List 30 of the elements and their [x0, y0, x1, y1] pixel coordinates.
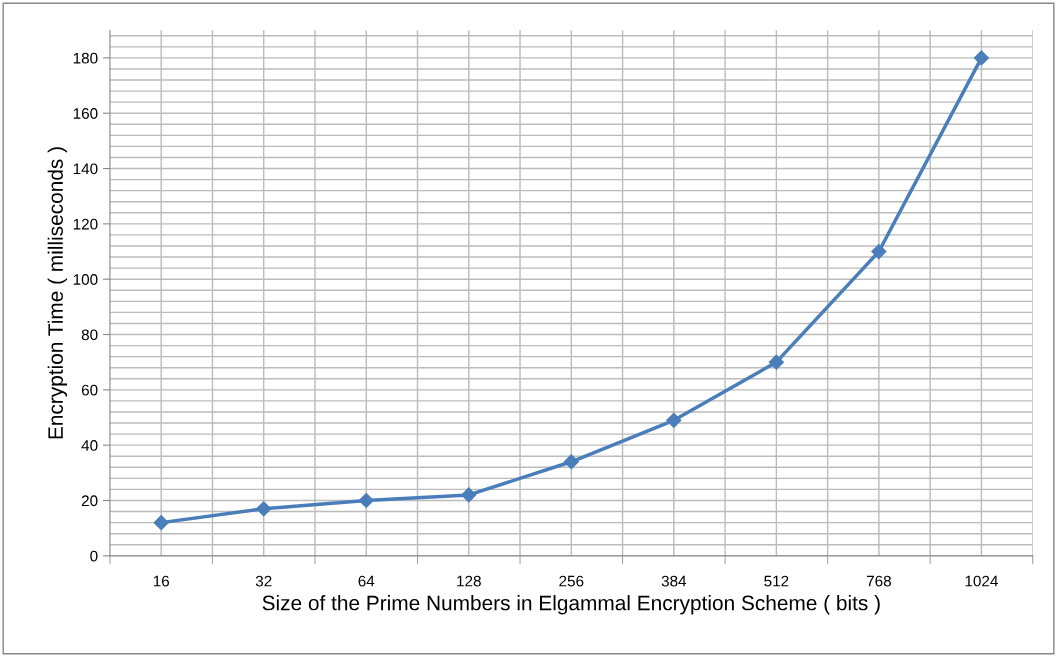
- y-tick-label: 120: [73, 218, 98, 230]
- x-tick-label: 512: [764, 575, 789, 587]
- point: [461, 487, 477, 503]
- x-tick-label: 16: [153, 575, 170, 587]
- y-tick-label: 20: [81, 495, 98, 507]
- y-tick-label: 180: [73, 52, 98, 64]
- point: [358, 492, 374, 509]
- x-tick-label: 768: [866, 575, 891, 587]
- y-tick-label: 0: [90, 550, 98, 562]
- x-tick-label: 1024: [965, 575, 998, 587]
- y-tick-label: 140: [73, 163, 98, 175]
- point: [768, 354, 784, 370]
- y-axis-title: Encryption Time ( milliseconds ): [47, 147, 68, 439]
- point: [563, 454, 579, 470]
- y-tick-label: 60: [81, 384, 98, 396]
- x-tick-label: 384: [661, 575, 687, 587]
- point: [256, 501, 272, 517]
- x-tick-label: 64: [358, 575, 375, 587]
- y-tick-label: 80: [81, 329, 98, 341]
- x-tick-label: 128: [457, 575, 481, 587]
- x-tick-label: 256: [559, 575, 584, 587]
- point: [871, 243, 887, 260]
- y-tick-label: 160: [73, 108, 98, 119]
- y-tick-label: 100: [73, 274, 98, 285]
- x-tick-label: 32: [255, 575, 272, 587]
- point: [973, 50, 989, 66]
- x-axis-title: Size of the Prime Numbers in Elgammal Encryption Scheme ( bits ): [262, 595, 880, 615]
- point: [153, 515, 169, 531]
- y-tick-label: 40: [81, 440, 98, 451]
- point: [666, 412, 682, 428]
